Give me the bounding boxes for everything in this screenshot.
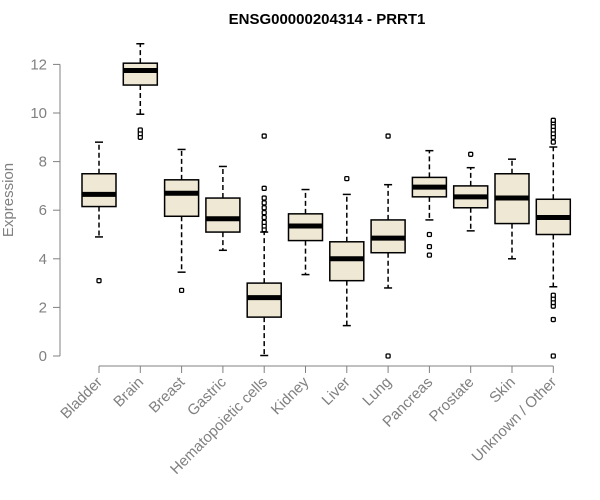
box-unknown-other bbox=[535, 117, 572, 359]
outlier-point bbox=[261, 209, 267, 216]
outlier-point bbox=[385, 353, 391, 359]
outlier-point bbox=[550, 353, 556, 359]
y-tick-label: 12 bbox=[30, 56, 47, 73]
box-bladder bbox=[81, 141, 117, 284]
x-tick-label: Bladder bbox=[57, 374, 106, 423]
box-liver bbox=[329, 175, 365, 327]
outlier-point bbox=[261, 195, 267, 201]
box-brain bbox=[122, 42, 159, 140]
y-axis: 0 2 4 6 8 10 12 bbox=[30, 56, 61, 365]
outlier-point bbox=[468, 151, 474, 157]
box-lung bbox=[370, 133, 406, 359]
box-breast bbox=[163, 148, 200, 294]
box-hematopoietic-cells bbox=[246, 133, 282, 357]
x-tick-label: Brain bbox=[110, 374, 147, 411]
x-tick-label: Liver bbox=[319, 374, 354, 409]
box-iqr bbox=[205, 197, 241, 233]
outlier-point bbox=[550, 139, 556, 145]
outlier-point bbox=[426, 243, 433, 250]
outlier-point bbox=[96, 278, 102, 284]
outlier-point bbox=[385, 133, 391, 139]
box-gastric bbox=[205, 165, 241, 252]
outlier-point bbox=[550, 316, 556, 323]
y-tick-label: 4 bbox=[39, 251, 47, 268]
outlier-point bbox=[426, 252, 433, 258]
y-tick-label: 0 bbox=[39, 348, 47, 365]
outlier-point bbox=[426, 231, 433, 238]
outlier-point bbox=[261, 219, 267, 226]
outlier-point bbox=[261, 133, 267, 139]
outlier-point bbox=[550, 117, 556, 123]
box-series bbox=[81, 42, 572, 359]
y-axis-label: Expression bbox=[0, 163, 17, 237]
x-tick-label: Lung bbox=[359, 374, 395, 410]
x-tick-label: Breast bbox=[146, 373, 189, 416]
outlier-point bbox=[178, 287, 185, 294]
x-tick-label: Skin bbox=[486, 374, 519, 407]
outlier-point bbox=[261, 214, 267, 221]
x-tick-label: Kidney bbox=[268, 373, 313, 418]
x-tick-label: Prostate bbox=[426, 374, 478, 426]
box-pancreas bbox=[411, 149, 448, 258]
outlier-point bbox=[550, 292, 556, 298]
y-tick-label: 2 bbox=[39, 299, 47, 316]
y-tick-label: 10 bbox=[30, 105, 47, 122]
box-iqr bbox=[81, 173, 117, 208]
outlier-point bbox=[261, 205, 267, 211]
box-kidney bbox=[287, 188, 324, 276]
y-tick-label: 8 bbox=[39, 154, 47, 171]
box-skin bbox=[494, 158, 530, 260]
y-tick-label: 6 bbox=[39, 202, 47, 219]
box-iqr bbox=[163, 179, 200, 218]
outlier-point bbox=[344, 175, 350, 182]
box-prostate bbox=[452, 151, 489, 232]
outlier-point bbox=[137, 127, 143, 133]
box-iqr bbox=[122, 62, 159, 86]
outlier-point bbox=[261, 200, 267, 206]
outlier-point bbox=[261, 185, 267, 191]
chart-title: ENSG00000204314 - PRRT1 bbox=[229, 11, 426, 28]
